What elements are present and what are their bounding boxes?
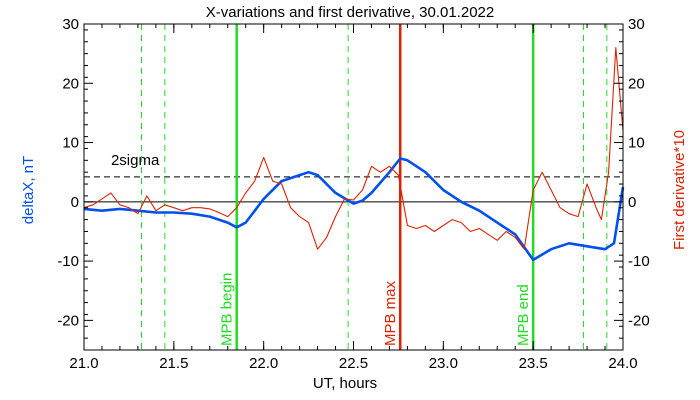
y-tick-label-left: -20	[57, 312, 79, 329]
x-tick-label: 21.5	[159, 355, 188, 372]
derivative-series-line	[83, 47, 624, 250]
y-tick-label-left: 20	[62, 75, 79, 92]
y-tick-label-left: 0	[71, 194, 79, 211]
x-tick-label: 23.5	[519, 355, 548, 372]
marker-label-mpb-begin: MPB begin	[219, 273, 236, 346]
x-tick-label: 22.5	[339, 355, 368, 372]
x-tick-label: 22.0	[249, 355, 278, 372]
y-tick-label-right: 30	[628, 16, 645, 33]
y-tick-label-left: 30	[62, 16, 79, 33]
chart-title: X-variations and first derivative, 30.01…	[206, 4, 495, 21]
plot-area: 2sigma MPB begin MPB max MPB end 21.0 21.5 22.…	[57, 16, 649, 372]
x-tick-label: 24.0	[608, 355, 637, 372]
x-tick-label: 23.0	[429, 355, 458, 372]
deltax-series-line	[83, 157, 625, 262]
y-tick-label-right: 20	[628, 75, 645, 92]
y-tick-label-right: 0	[628, 194, 636, 211]
y-axis-label-right: First derivative*10	[671, 130, 688, 250]
x-axis-label: UT, hours	[313, 375, 377, 392]
sigma-label: 2sigma	[111, 152, 160, 169]
y-tick-label-left: -10	[57, 253, 79, 270]
y-tick-label-right: -20	[628, 312, 650, 329]
y-tick-label-left: 10	[62, 135, 79, 152]
y-tick-label-right: 10	[628, 135, 645, 152]
marker-label-mpb-end: MPB end	[515, 284, 532, 346]
y-tick-label-right: -10	[628, 253, 650, 270]
x-tick-label: 21.0	[69, 355, 98, 372]
marker-label-mpb-max: MPB max	[382, 280, 399, 346]
y-axis-label-left: deltaX, nT	[20, 156, 37, 224]
